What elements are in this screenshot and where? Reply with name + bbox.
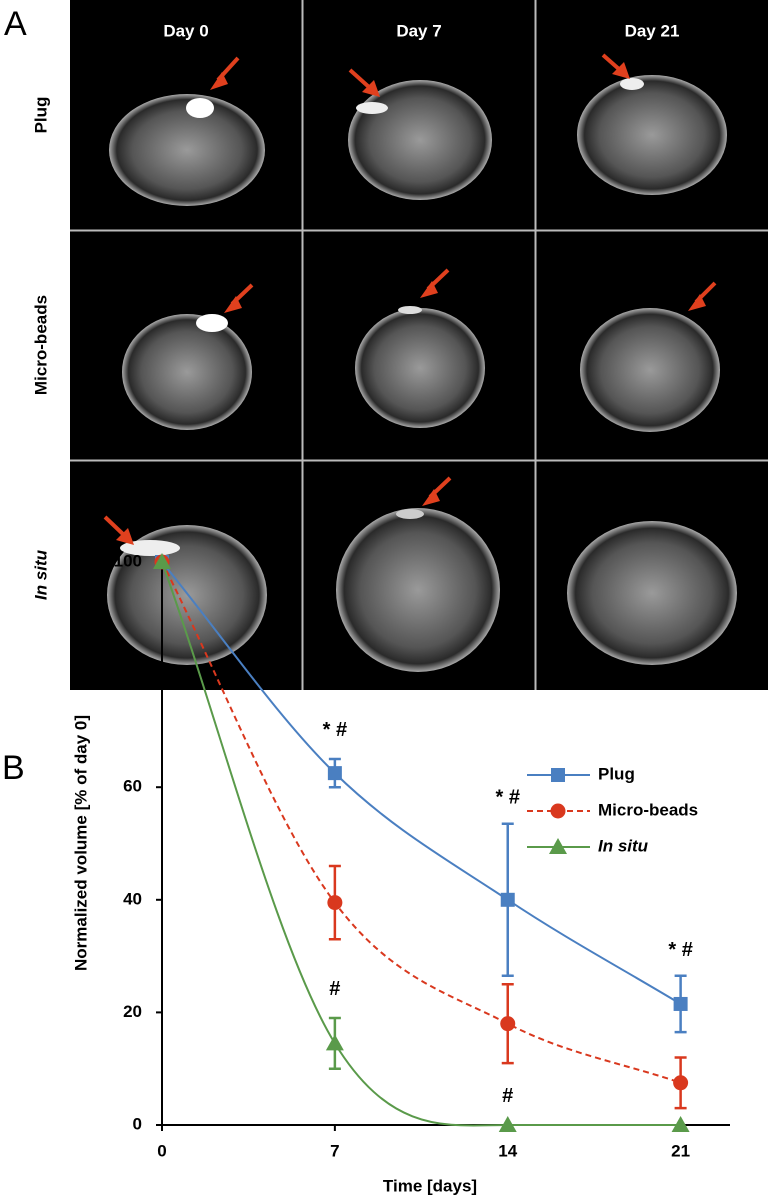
- panel-label: A: [4, 5, 27, 43]
- y-tick-label: 100: [114, 551, 142, 570]
- marker: [500, 1016, 516, 1032]
- y-tick-label: 80: [123, 664, 142, 683]
- implant: [396, 509, 424, 519]
- implant: [398, 306, 422, 314]
- y-tick-label: 0: [133, 1114, 142, 1133]
- series-line: [161, 561, 681, 1127]
- column-label: Day 21: [625, 21, 680, 40]
- marker: [327, 895, 343, 911]
- annotation: #: [502, 1085, 513, 1107]
- marker: [325, 1034, 344, 1051]
- implant: [186, 98, 214, 118]
- x-tick-label: 0: [157, 1141, 166, 1160]
- mri-slice: [580, 308, 720, 432]
- marker: [153, 553, 171, 569]
- legend-marker: [551, 768, 565, 782]
- annotation: #: [329, 978, 340, 1000]
- marker: [498, 1116, 517, 1132]
- row-label: Micro-beads: [31, 295, 50, 395]
- legend-label: In situ: [598, 836, 649, 855]
- implant: [356, 102, 388, 114]
- marker: [673, 996, 688, 1011]
- y-tick-label: 40: [123, 889, 142, 908]
- mri-slice: [122, 314, 252, 430]
- legend-label: Micro-beads: [598, 800, 698, 819]
- x-axis-title: Time [days]: [383, 1176, 477, 1195]
- x-tick-label: 7: [330, 1141, 339, 1160]
- legend-marker: [549, 838, 567, 854]
- row-label: Plug: [31, 97, 50, 134]
- mri-slice: [336, 508, 500, 672]
- series-line: [161, 561, 681, 1084]
- y-axis-title: Normalized volume [% of day 0]: [71, 715, 90, 971]
- mri-slice: [567, 521, 737, 665]
- column-label: Day 7: [396, 21, 441, 40]
- x-tick-label: 21: [671, 1141, 690, 1160]
- marker: [671, 1116, 690, 1132]
- x-tick-label: 14: [498, 1141, 517, 1160]
- panel-label: B: [2, 749, 25, 787]
- legend-label: Plug: [598, 764, 635, 783]
- column-label: Day 0: [163, 21, 208, 40]
- marker: [500, 892, 515, 907]
- mri-slice: [348, 80, 492, 200]
- marker: [327, 766, 342, 781]
- implant: [620, 78, 644, 90]
- row-label: In situ: [31, 549, 50, 600]
- implant: [196, 314, 228, 332]
- legend-marker: [550, 803, 566, 819]
- mri-slice: [107, 525, 267, 665]
- series-line: [161, 561, 682, 1005]
- arrows: [103, 53, 717, 545]
- annotation: * #: [668, 939, 692, 961]
- annotation: * #: [323, 719, 347, 741]
- mri-slice: [109, 94, 265, 206]
- annotation: * #: [496, 787, 520, 809]
- marker: [673, 1075, 689, 1091]
- y-tick-label: 20: [123, 1002, 142, 1021]
- mri-slice: [577, 75, 727, 195]
- implant: [120, 540, 180, 556]
- image-grid: Day 0 Day 7 Day 21: [70, 0, 768, 690]
- mri-slice: [355, 308, 485, 428]
- y-tick-label: 60: [123, 777, 142, 796]
